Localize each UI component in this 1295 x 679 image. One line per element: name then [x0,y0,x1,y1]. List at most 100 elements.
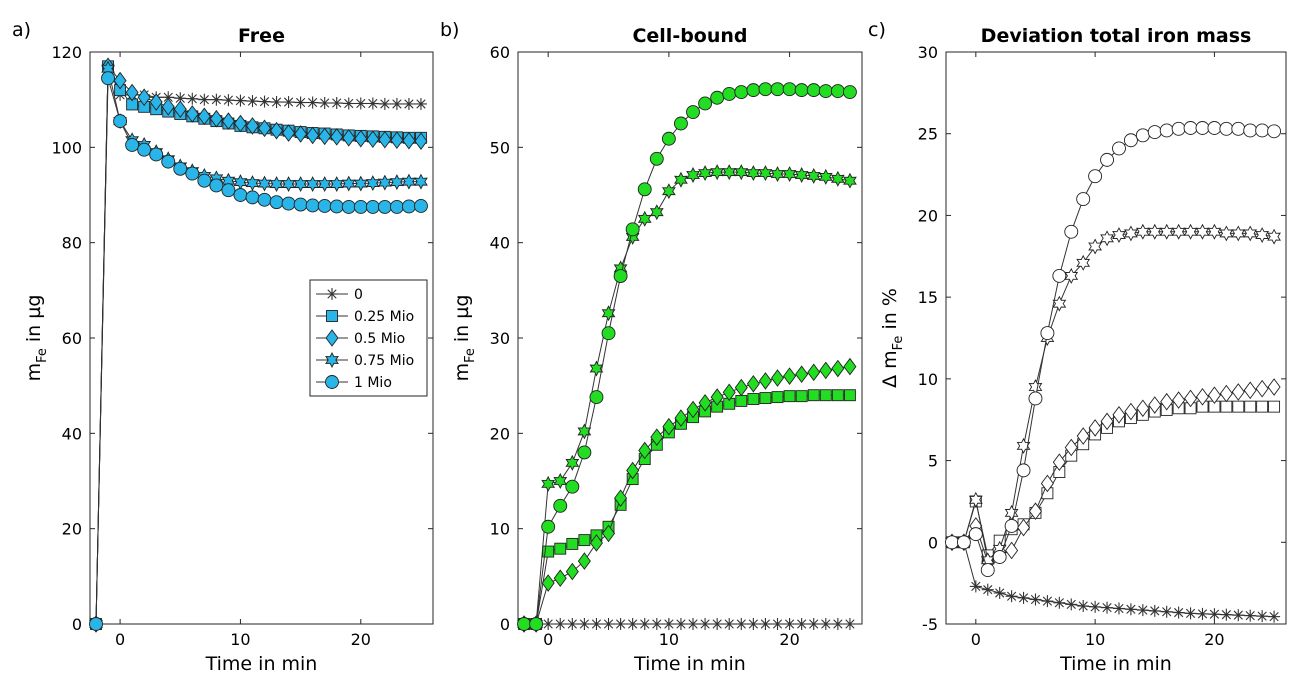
x-tick-label: 0 [971,630,981,649]
y-tick-label: 80 [62,234,82,253]
y-tick-label: 30 [490,329,510,348]
data-point [1256,400,1269,413]
data-point [342,97,355,110]
panel-label: b) [440,19,459,41]
y-tick-label: 40 [62,424,82,443]
data-point [993,586,1006,599]
data-point [565,562,579,581]
data-point [759,392,772,405]
data-point [734,85,749,99]
data-point [414,97,427,110]
data-point [969,580,982,593]
data-point [1243,123,1258,138]
data-point [245,190,260,205]
data-point [258,95,271,108]
data-point [637,182,652,197]
data-point [1208,608,1221,621]
legend-entry: 1 Mio [354,375,392,391]
data-point [318,97,331,110]
data-point [1124,225,1138,242]
panel-a: 0 20 40 60 80 100 120 0 10 20 Free a) Time in min mFe… [12,19,434,675]
data-point [137,142,152,157]
data-point [783,367,797,385]
data-point [842,85,857,99]
data-point [1135,128,1150,143]
data-point [1017,518,1031,537]
data-point [149,147,164,162]
data-point [1052,295,1067,312]
data-point [806,167,821,184]
data-point [746,165,761,182]
x-tick-label: 0 [543,630,553,649]
data-point [282,96,295,109]
data-point [389,174,404,191]
data-point [1232,609,1245,622]
panel-label: c) [868,19,886,41]
data-point [1005,541,1019,560]
series-square [946,400,1281,562]
data-point [1159,123,1174,138]
data-point [366,97,379,110]
data-point [661,131,676,146]
data-point [686,400,700,419]
y-tick-label: 40 [490,234,510,253]
data-point [956,535,971,550]
data-point [1112,602,1125,615]
data-point [661,183,676,200]
y-axis-label: Δ mFe in % [879,288,906,388]
data-point [650,618,663,630]
data-point [807,618,820,630]
data-point [1148,604,1161,617]
data-point [221,183,236,198]
data-point [329,176,344,193]
data-point [1231,225,1246,242]
data-point [722,164,737,181]
x-tick-label: 10 [230,630,250,649]
data-point [674,618,687,630]
data-point [1183,121,1198,135]
data-point [1112,227,1126,244]
data-point [233,188,248,202]
data-point [353,199,368,214]
y-tick-label: 100 [51,138,82,157]
data-point [221,112,235,130]
data-point [794,83,809,98]
data-point [1220,608,1233,621]
x-axis-label: Time in min [1059,653,1172,675]
y-tick-label: 20 [62,520,82,539]
data-point [390,97,403,110]
data-point [945,535,959,550]
data-point [306,126,320,145]
data-point [1268,400,1281,413]
data-point [402,131,416,150]
data-point [1172,391,1186,409]
data-point [662,618,675,630]
data-point [735,618,748,630]
data-point [234,94,247,107]
data-point [1040,474,1054,493]
data-point [577,552,591,570]
data-point [1123,133,1138,148]
data-point [1268,610,1281,623]
series-star6 [517,164,857,632]
data-point [341,175,356,192]
data-point [1040,326,1055,341]
series-asterisk [518,618,856,630]
data-point [113,114,128,129]
data-point [830,84,845,99]
data-point [101,71,116,86]
data-point [1017,591,1030,604]
data-point [783,618,796,630]
data-point [1076,254,1091,271]
y-tick-label: 10 [918,370,938,389]
data-point [795,390,808,403]
data-point [389,199,404,214]
data-point [807,389,820,402]
data-point [185,166,200,181]
data-point [1172,606,1185,619]
x-tick-label: 20 [1204,630,1224,649]
data-point [614,618,627,630]
data-point [414,199,428,213]
data-point [1160,605,1173,618]
data-point [173,100,187,119]
